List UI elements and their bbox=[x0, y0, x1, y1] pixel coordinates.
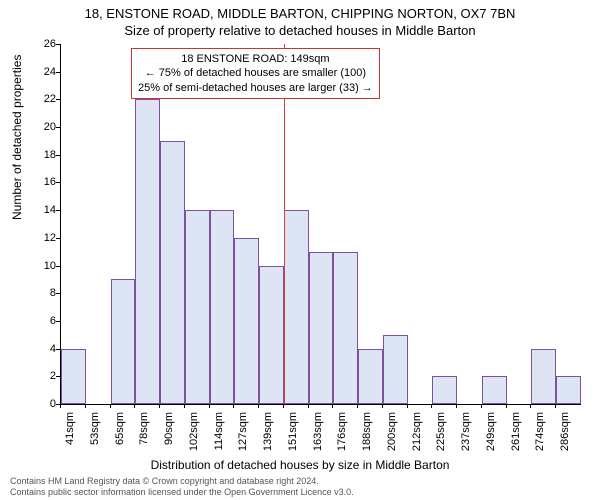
x-tick-mark bbox=[110, 404, 111, 408]
y-tick-mark bbox=[56, 376, 60, 377]
y-tick-label: 20 bbox=[30, 121, 56, 133]
y-tick-mark bbox=[56, 321, 60, 322]
y-tick-label: 24 bbox=[30, 66, 56, 78]
info-box-line1: 18 ENSTONE ROAD: 149sqm bbox=[138, 52, 373, 66]
x-tick-label: 127sqm bbox=[237, 412, 249, 456]
histogram-bar bbox=[135, 99, 160, 404]
attribution-line2: Contains public sector information licen… bbox=[10, 487, 354, 498]
x-tick-label: 102sqm bbox=[188, 412, 200, 456]
histogram-bar bbox=[556, 376, 581, 404]
y-tick-mark bbox=[56, 127, 60, 128]
y-tick-label: 4 bbox=[30, 343, 56, 355]
x-tick-mark bbox=[332, 404, 333, 408]
y-tick-label: 12 bbox=[30, 232, 56, 244]
x-tick-mark bbox=[159, 404, 160, 408]
y-tick-label: 22 bbox=[30, 93, 56, 105]
histogram-bar bbox=[531, 349, 556, 404]
chart-container: 18, ENSTONE ROAD, MIDDLE BARTON, CHIPPIN… bbox=[0, 0, 600, 500]
x-tick-label: 261sqm bbox=[510, 412, 522, 456]
x-tick-mark bbox=[506, 404, 507, 408]
histogram-bar bbox=[432, 376, 457, 404]
x-tick-mark bbox=[184, 404, 185, 408]
y-tick-mark bbox=[56, 238, 60, 239]
y-tick-label: 2 bbox=[30, 370, 56, 382]
attribution-text: Contains HM Land Registry data © Crown c… bbox=[10, 476, 354, 498]
x-tick-label: 151sqm bbox=[287, 412, 299, 456]
y-tick-label: 10 bbox=[30, 260, 56, 272]
x-tick-label: 188sqm bbox=[361, 412, 373, 456]
histogram-bar bbox=[309, 252, 334, 404]
histogram-bar bbox=[333, 252, 358, 404]
histogram-bar bbox=[160, 141, 185, 404]
chart-title-main: 18, ENSTONE ROAD, MIDDLE BARTON, CHIPPIN… bbox=[0, 6, 600, 21]
histogram-bar bbox=[383, 335, 408, 404]
y-tick-label: 26 bbox=[30, 38, 56, 50]
x-tick-label: 90sqm bbox=[163, 412, 175, 456]
x-tick-mark bbox=[258, 404, 259, 408]
x-tick-mark bbox=[407, 404, 408, 408]
y-axis-label: Number of detached properties bbox=[10, 55, 24, 220]
histogram-bar bbox=[259, 266, 284, 404]
y-tick-label: 8 bbox=[30, 287, 56, 299]
x-tick-label: 163sqm bbox=[312, 412, 324, 456]
x-tick-mark bbox=[209, 404, 210, 408]
y-tick-label: 14 bbox=[30, 204, 56, 216]
x-tick-mark bbox=[456, 404, 457, 408]
chart-title-sub: Size of property relative to detached ho… bbox=[0, 23, 600, 38]
y-tick-mark bbox=[56, 99, 60, 100]
x-tick-mark bbox=[555, 404, 556, 408]
histogram-bar bbox=[284, 210, 309, 404]
x-tick-label: 65sqm bbox=[114, 412, 126, 456]
x-tick-mark bbox=[382, 404, 383, 408]
y-tick-mark bbox=[56, 44, 60, 45]
x-tick-label: 176sqm bbox=[336, 412, 348, 456]
info-box: 18 ENSTONE ROAD: 149sqm← 75% of detached… bbox=[131, 48, 380, 99]
x-tick-label: 237sqm bbox=[460, 412, 472, 456]
x-tick-mark bbox=[134, 404, 135, 408]
x-tick-label: 225sqm bbox=[435, 412, 447, 456]
histogram-bar bbox=[111, 279, 136, 404]
y-tick-mark bbox=[56, 349, 60, 350]
x-tick-label: 212sqm bbox=[411, 412, 423, 456]
y-tick-label: 16 bbox=[30, 176, 56, 188]
x-tick-mark bbox=[481, 404, 482, 408]
y-tick-mark bbox=[56, 72, 60, 73]
histogram-bar bbox=[210, 210, 235, 404]
x-tick-mark bbox=[308, 404, 309, 408]
x-tick-mark bbox=[431, 404, 432, 408]
x-tick-mark bbox=[283, 404, 284, 408]
x-tick-label: 53sqm bbox=[89, 412, 101, 456]
x-tick-label: 286sqm bbox=[559, 412, 571, 456]
x-tick-label: 41sqm bbox=[64, 412, 76, 456]
y-tick-mark bbox=[56, 293, 60, 294]
x-tick-mark bbox=[85, 404, 86, 408]
y-tick-label: 0 bbox=[30, 398, 56, 410]
info-box-line2: ← 75% of detached houses are smaller (10… bbox=[138, 66, 373, 80]
y-tick-mark bbox=[56, 182, 60, 183]
info-box-line3: 25% of semi-detached houses are larger (… bbox=[138, 81, 373, 95]
x-tick-label: 78sqm bbox=[138, 412, 150, 456]
histogram-bar bbox=[234, 238, 259, 404]
y-tick-label: 18 bbox=[30, 149, 56, 161]
x-tick-mark bbox=[357, 404, 358, 408]
y-tick-mark bbox=[56, 155, 60, 156]
y-tick-mark bbox=[56, 266, 60, 267]
histogram-bar bbox=[61, 349, 86, 404]
x-tick-label: 114sqm bbox=[213, 412, 225, 456]
x-tick-mark bbox=[233, 404, 234, 408]
x-tick-mark bbox=[530, 404, 531, 408]
histogram-bar bbox=[185, 210, 210, 404]
histogram-bar bbox=[482, 376, 507, 404]
x-tick-label: 249sqm bbox=[485, 412, 497, 456]
plot-area: 18 ENSTONE ROAD: 149sqm← 75% of detached… bbox=[60, 44, 581, 405]
y-tick-mark bbox=[56, 210, 60, 211]
attribution-line1: Contains HM Land Registry data © Crown c… bbox=[10, 476, 354, 487]
x-tick-mark bbox=[60, 404, 61, 408]
x-tick-label: 274sqm bbox=[534, 412, 546, 456]
y-tick-label: 6 bbox=[30, 315, 56, 327]
histogram-bar bbox=[358, 349, 383, 404]
x-tick-label: 200sqm bbox=[386, 412, 398, 456]
x-axis-label: Distribution of detached houses by size … bbox=[0, 458, 600, 472]
x-tick-label: 139sqm bbox=[262, 412, 274, 456]
